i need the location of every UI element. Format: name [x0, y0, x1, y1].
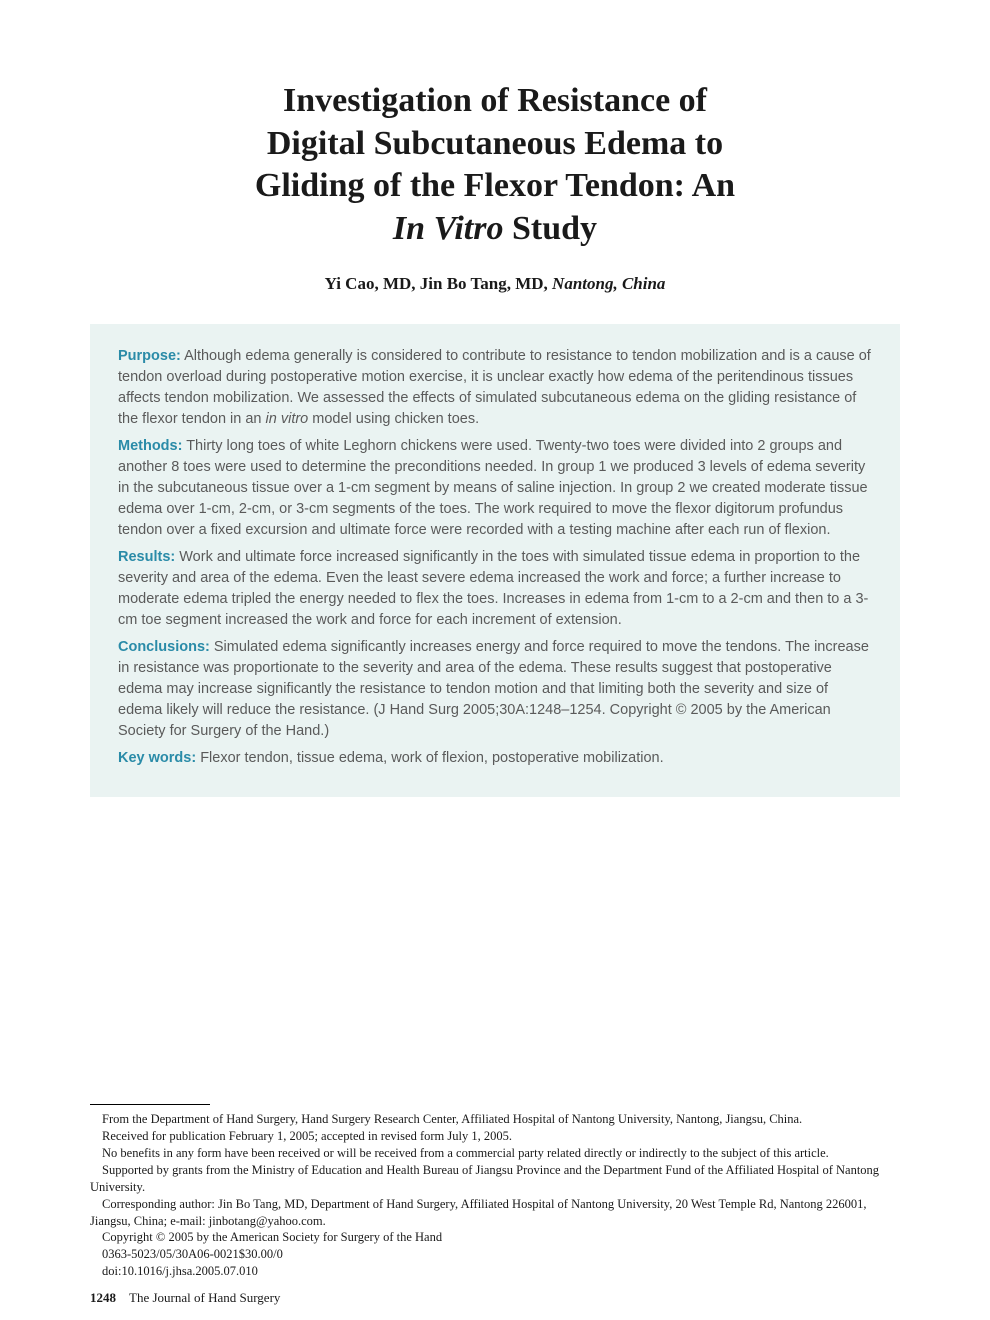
article-title: Investigation of Resistance of Digital S…	[90, 80, 900, 250]
title-line: Study	[504, 210, 598, 247]
footnote-line: 0363-5023/05/30A06-0021$30.00/0	[90, 1246, 900, 1263]
footnote-line: From the Department of Hand Surgery, Han…	[90, 1111, 900, 1128]
footnote-line: Corresponding author: Jin Bo Tang, MD, D…	[90, 1196, 900, 1230]
title-line: Investigation of Resistance of	[283, 82, 707, 119]
footnote-rule	[90, 1104, 210, 1105]
abstract-methods: Methods: Thirty long toes of white Legho…	[118, 436, 872, 541]
footnotes-block: From the Department of Hand Surgery, Han…	[90, 1104, 900, 1280]
title-line: Digital Subcutaneous Edema to	[267, 125, 723, 162]
results-text: Work and ultimate force increased signif…	[118, 549, 868, 628]
page-footer: 1248 The Journal of Hand Surgery	[90, 1290, 280, 1306]
footnote-line: Copyright © 2005 by the American Society…	[90, 1229, 900, 1246]
purpose-label: Purpose:	[118, 348, 181, 364]
footnote-line: Received for publication February 1, 200…	[90, 1128, 900, 1145]
title-line: Gliding of the Flexor Tendon: An	[255, 167, 735, 204]
methods-text: Thirty long toes of white Leghorn chicke…	[118, 438, 868, 538]
conclusions-label: Conclusions:	[118, 639, 210, 655]
purpose-text2: model using chicken toes.	[308, 411, 479, 427]
authors-line: Yi Cao, MD, Jin Bo Tang, MD, Nantong, Ch…	[90, 274, 900, 294]
page-number: 1248	[90, 1290, 116, 1305]
author-names: Yi Cao, MD, Jin Bo Tang, MD,	[325, 274, 552, 293]
abstract-conclusions: Conclusions: Simulated edema significant…	[118, 637, 872, 742]
abstract-purpose: Purpose: Although edema generally is con…	[118, 346, 872, 430]
abstract-results: Results: Work and ultimate force increas…	[118, 547, 872, 631]
footnote-line: Supported by grants from the Ministry of…	[90, 1162, 900, 1196]
purpose-italic: in vitro	[266, 411, 309, 427]
journal-name: The Journal of Hand Surgery	[129, 1290, 280, 1305]
keywords-label: Key words:	[118, 750, 196, 766]
abstract-keywords: Key words: Flexor tendon, tissue edema, …	[118, 748, 872, 769]
title-italic: In Vitro	[393, 210, 504, 247]
methods-label: Methods:	[118, 438, 182, 454]
footnote-line: No benefits in any form have been receiv…	[90, 1145, 900, 1162]
abstract-box: Purpose: Although edema generally is con…	[90, 324, 900, 797]
purpose-text: Although edema generally is considered t…	[118, 348, 871, 427]
keywords-text: Flexor tendon, tissue edema, work of fle…	[196, 750, 663, 766]
footnote-line: doi:10.1016/j.jhsa.2005.07.010	[90, 1263, 900, 1280]
conclusions-text: Simulated edema significantly increases …	[118, 639, 869, 739]
author-location: Nantong, China	[552, 274, 665, 293]
results-label: Results:	[118, 549, 175, 565]
